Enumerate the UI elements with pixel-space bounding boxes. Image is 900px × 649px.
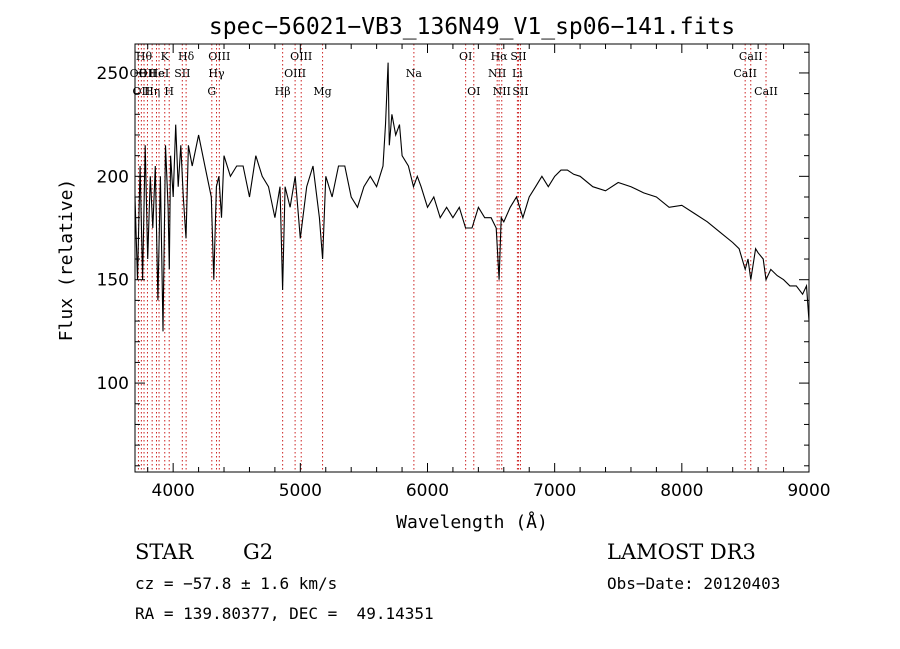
spectral-line-label: Li (512, 67, 523, 80)
spectral-line-label: OIII (290, 50, 312, 63)
spectral-line-label: NII (488, 67, 506, 80)
spectral-line-markers (137, 44, 767, 472)
spectral-line-label: Hγ (208, 67, 225, 80)
spectral-line-label: Hδ (178, 50, 195, 63)
object-class: STAR (135, 540, 194, 564)
velocity: cz = −57.8 ± 1.6 km/s (135, 574, 338, 593)
axis-ticks: 4000 5000 6000 7000 8000 9000 100 150 200 250 (97, 44, 831, 501)
coordinates: RA = 139.80377, DEC = 49.14351 (135, 604, 434, 623)
spectral-line-label: OI (467, 85, 480, 98)
x-tick-label: 7000 (533, 481, 576, 501)
spectral-line-label: Hη (144, 85, 160, 98)
x-tick-label: 5000 (279, 481, 322, 501)
spectral-line-label: SII (174, 67, 190, 80)
survey-name: LAMOST DR3 (607, 540, 756, 564)
spectral-line-label: OII (130, 67, 148, 80)
spectral-line-label: SII (510, 50, 526, 63)
spectral-line-label: OIII (284, 67, 306, 80)
spectral-line-label: K (161, 50, 170, 63)
spectral-line-label: HeI (149, 67, 169, 80)
y-tick-label: 250 (97, 64, 129, 84)
spectral-line-label: G (207, 85, 216, 98)
spectral-line-label: CaII (754, 85, 778, 98)
spectral-line-label: CaII (733, 67, 757, 80)
spectral-line-label: He (148, 67, 164, 80)
spectral-line-label: CaII (739, 50, 763, 63)
spectrum-line (134, 62, 810, 332)
spectral-line-label: Hα (491, 50, 509, 63)
spectral-line-label: SII (512, 85, 528, 98)
x-tick-label: 9000 (787, 481, 830, 501)
x-tick-label: 6000 (406, 481, 449, 501)
y-axis-label: Flux (relative) (56, 179, 77, 342)
spectral-line-labels: OIIOIIHθOIIHηHeHeIKHSIIHδGHγOIIIHβOIIIOI… (130, 50, 778, 98)
spectral-line-label: Na (406, 67, 423, 80)
spectral-line-label: H (164, 85, 174, 98)
y-tick-label: 200 (97, 167, 129, 187)
spectral-line-label: OII (132, 85, 150, 98)
spectral-line-label: OIII (208, 50, 230, 63)
y-tick-label: 100 (97, 374, 129, 394)
spectral-line-label: OI (459, 50, 472, 63)
x-axis-label: Wavelength (Å) (396, 511, 548, 533)
spectral-line-label: OII (139, 67, 157, 80)
chart-title: spec−56021−VB3_136N49_V1_sp06−141.fits (209, 14, 735, 40)
spectral-line-label: NII (493, 85, 511, 98)
y-tick-label: 150 (97, 271, 129, 291)
plot-frame (134, 43, 810, 473)
spectral-line-label: Hβ (275, 85, 291, 98)
x-tick-label: 8000 (660, 481, 703, 501)
object-subclass: G2 (243, 540, 274, 564)
spectral-line-label: Mg (313, 85, 331, 98)
spectral-line-label: Hθ (136, 50, 153, 63)
obs-date: Obs−Date: 20120403 (607, 574, 781, 593)
x-tick-label: 4000 (152, 481, 195, 501)
